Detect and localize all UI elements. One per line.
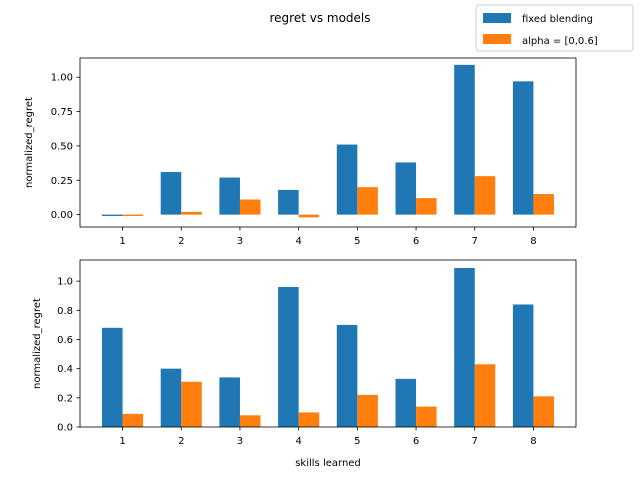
figure-title: regret vs models [269,11,370,25]
legend-swatch-alpha [483,34,511,44]
x-tick-label: 6 [413,436,419,447]
x-tick-label: 8 [530,436,536,447]
y-tick-label: 0.2 [57,393,73,404]
y-tick-label: 1.00 [51,73,73,84]
bar-fixed-blending-4 [278,286,299,427]
x-tick-label: 4 [295,236,301,247]
y-tick-label: 0.0 [57,423,73,434]
x-tick-label: 1 [119,436,125,447]
bar-alpha-0-0-6-3 [239,415,261,427]
bar-fixed-blending-5 [336,144,358,215]
bar-fixed-blending-4 [278,189,299,215]
legend: fixed blending alpha = [0,0.6] [475,4,634,52]
y-tick-label: 0.75 [51,107,73,118]
top-bar-chart: 1 2 3 4 5 6 7 8 0.00 0.25 0.50 0.75 1.00 normalized_r… [24,57,577,247]
legend-box [475,4,634,52]
bar-alpha-0-0-6-6 [416,198,437,215]
bar-alpha-0-0-6-6 [416,406,437,427]
axes-frame [79,259,577,428]
bar-alpha-0-0-6-8 [533,396,554,427]
bar-alpha-0-0-6-3 [239,199,261,215]
x-tick-label: 8 [530,236,536,247]
bar-fixed-blending-1 [102,327,123,427]
y-tick-label: 0.4 [57,364,73,375]
bar-fixed-blending-8 [512,81,534,215]
y-tick-label: 0.50 [51,141,73,152]
legend-swatch-fixed-blending [483,13,511,23]
bar-fixed-blending-2 [160,368,182,427]
bar-fixed-blending-7 [454,64,475,215]
bar-fixed-blending-7 [454,268,475,427]
y-tick-label: 1.0 [57,277,73,288]
x-tick-label: 5 [354,236,360,247]
y-tick-label: 0.6 [57,335,73,346]
legend-label-alpha: alpha = [0,0.6] [522,36,598,47]
y-axis-label: normalized_regret [24,97,35,188]
axes-frame [79,57,577,228]
bar-alpha-0-0-6-4 [298,412,320,427]
x-tick-label: 7 [472,436,478,447]
legend-label-fixed-blending: fixed blending [522,14,593,25]
x-tick-label: 4 [295,436,301,447]
bar-fixed-blending-1 [102,214,123,217]
x-tick-label: 7 [472,236,478,247]
x-tick-label: 3 [237,236,243,247]
y-tick-label: 0.25 [51,176,73,187]
x-tick-label: 2 [178,436,184,447]
bar-fixed-blending-3 [219,377,240,427]
bar-alpha-0-0-6-2 [181,211,202,215]
bar-fixed-blending-8 [512,304,534,427]
x-axis-label: skills learned [295,458,361,469]
bar-alpha-0-0-6-7 [474,364,496,427]
bar-alpha-0-0-6-1 [122,214,144,217]
y-tick-label: 0.00 [51,210,73,221]
x-tick-label: 2 [178,236,184,247]
bar-alpha-0-0-6-7 [474,176,496,215]
y-tick-label: 0.8 [57,306,73,317]
bar-alpha-0-0-6-1 [122,413,144,427]
bar-fixed-blending-2 [160,172,182,215]
x-tick-label: 3 [237,436,243,447]
bar-alpha-0-0-6-5 [357,187,378,215]
bar-fixed-blending-6 [395,378,417,427]
x-tick-label: 1 [119,236,125,247]
y-axis-label: normalized_regret [32,298,43,389]
x-tick-label: 5 [354,436,360,447]
bar-fixed-blending-3 [219,177,240,215]
bottom-bar-chart: 1 2 3 4 5 6 7 8 0.0 0.2 0.4 0.6 0.8 1.0 normalized_reg… [32,259,577,469]
bar-alpha-0-0-6-2 [181,381,202,427]
bar-fixed-blending-6 [395,162,417,215]
x-tick-label: 6 [413,236,419,247]
bar-alpha-0-0-6-4 [298,214,320,218]
bar-alpha-0-0-6-8 [533,194,554,215]
bar-alpha-0-0-6-5 [357,394,378,427]
bar-fixed-blending-5 [336,324,358,427]
